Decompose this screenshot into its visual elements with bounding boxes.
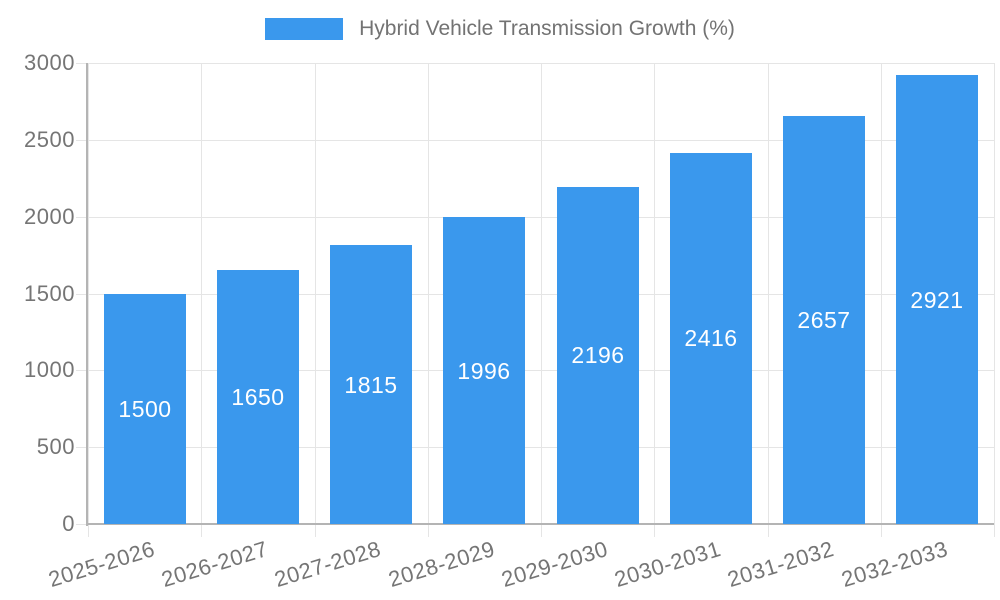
bar-value-label: 1815 bbox=[344, 372, 398, 398]
x-axis-tickmark bbox=[654, 524, 655, 537]
y-axis-tick-label: 500 bbox=[36, 434, 75, 459]
gridline-vertical bbox=[881, 63, 882, 524]
bar-value-label: 2657 bbox=[797, 307, 851, 333]
bar[interactable] bbox=[217, 270, 299, 524]
legend-swatch bbox=[265, 18, 344, 40]
bar[interactable] bbox=[443, 217, 525, 524]
legend-label: Hybrid Vehicle Transmission Growth (%) bbox=[359, 17, 735, 40]
y-axis-tickmark bbox=[76, 217, 88, 218]
x-axis-tickmark bbox=[768, 524, 769, 537]
x-axis-tick-label: 2031-2032 bbox=[724, 536, 838, 593]
gridline-vertical bbox=[768, 63, 769, 524]
x-axis-tickmark bbox=[994, 524, 995, 537]
bar-value-label: 1650 bbox=[231, 384, 285, 410]
y-axis-tick-label: 0 bbox=[62, 511, 75, 536]
bar[interactable] bbox=[104, 293, 186, 524]
x-axis-tickmark bbox=[315, 524, 316, 537]
bar-value-label: 2921 bbox=[910, 287, 964, 313]
gridline-vertical bbox=[654, 63, 655, 524]
x-axis-tick-label: 2030-2031 bbox=[611, 536, 724, 593]
bar[interactable] bbox=[896, 75, 978, 524]
y-axis-tick-label: 3000 bbox=[24, 50, 75, 75]
y-axis-tick-label: 1000 bbox=[24, 357, 75, 382]
x-axis-tick-label: 2027-2028 bbox=[271, 536, 385, 593]
gridline-vertical bbox=[428, 63, 429, 524]
gridline-vertical bbox=[315, 63, 316, 524]
x-axis-tick-label: 2026-2027 bbox=[158, 536, 271, 593]
x-axis-tickmark bbox=[881, 524, 882, 537]
bar-value-label: 1500 bbox=[118, 396, 172, 422]
y-axis-line bbox=[86, 63, 88, 526]
y-axis-tickmark bbox=[76, 447, 88, 448]
x-axis-tick-label: 2032-2033 bbox=[838, 536, 951, 593]
gridline-vertical bbox=[201, 63, 202, 524]
gridline-vertical bbox=[994, 63, 995, 524]
gridline-vertical bbox=[88, 63, 89, 524]
y-axis-tickmark bbox=[76, 370, 88, 371]
bar[interactable] bbox=[330, 245, 412, 524]
x-axis-tickmark bbox=[201, 524, 202, 537]
x-axis-tickmark bbox=[88, 524, 89, 537]
bar[interactable] bbox=[557, 186, 639, 524]
x-axis-tick-label: 2025-2026 bbox=[45, 536, 158, 593]
x-axis-tick-label: 2029-2030 bbox=[498, 536, 611, 593]
y-axis-tick-label: 2000 bbox=[24, 204, 75, 229]
y-axis-tick-label: 1500 bbox=[24, 281, 75, 306]
y-axis-tickmark bbox=[76, 294, 88, 295]
y-axis-tickmark bbox=[76, 524, 88, 525]
y-axis-tick-label: 2500 bbox=[24, 127, 75, 152]
x-axis-tick-label: 2028-2029 bbox=[385, 536, 498, 593]
y-axis-tickmark bbox=[76, 63, 88, 64]
bar-value-label: 2196 bbox=[571, 342, 625, 368]
x-axis-tickmark bbox=[541, 524, 542, 537]
bar-value-label: 2416 bbox=[684, 325, 738, 351]
bar-value-label: 1996 bbox=[457, 358, 511, 384]
gridline-vertical bbox=[541, 63, 542, 524]
bar[interactable] bbox=[670, 152, 752, 524]
bar[interactable] bbox=[783, 115, 865, 524]
x-axis-line bbox=[86, 523, 994, 525]
x-axis-tickmark bbox=[428, 524, 429, 537]
chart-legend[interactable]: Hybrid Vehicle Transmission Growth (%) bbox=[0, 17, 1000, 41]
y-axis-tickmark bbox=[76, 140, 88, 141]
